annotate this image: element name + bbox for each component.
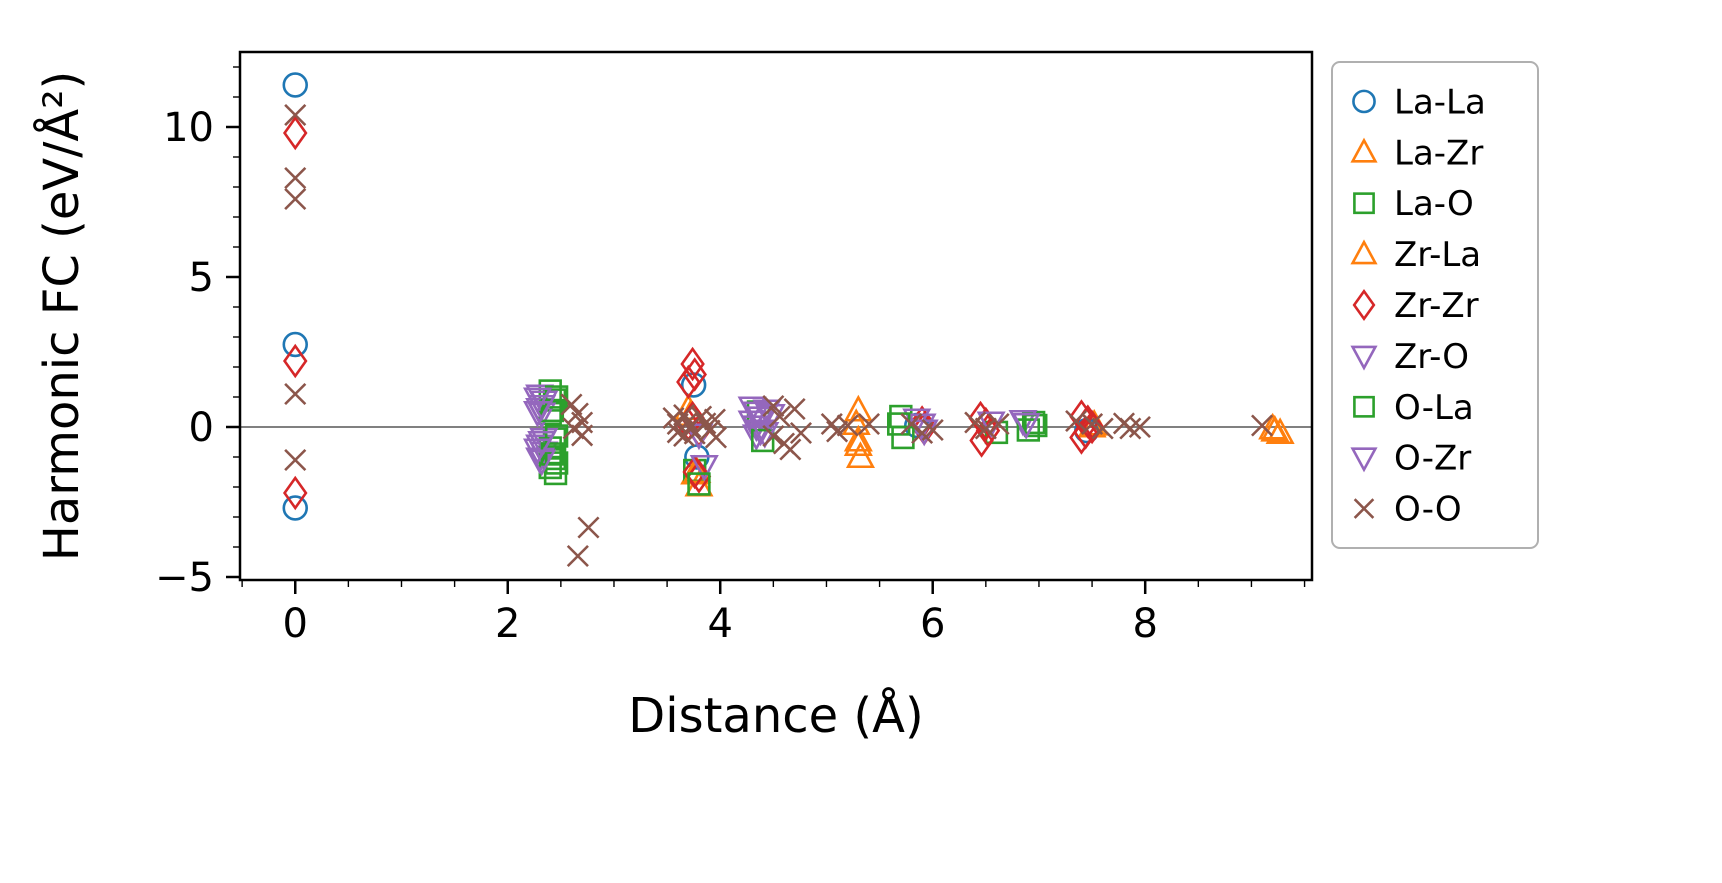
point-O-O [560, 393, 583, 416]
point-O-O [1128, 415, 1151, 439]
x-tick-label: 8 [1132, 601, 1157, 647]
point-Zr-Zr [1079, 409, 1105, 445]
point-O-O [284, 448, 307, 472]
point-O-O [284, 382, 307, 406]
point-O-O [571, 424, 594, 447]
plot-frame [238, 50, 1314, 582]
point-Zr-O [746, 419, 776, 447]
point-La-La [282, 331, 308, 358]
y-tick-label: 0 [189, 405, 214, 451]
point-O-O [836, 414, 859, 437]
y-tick-label: −5 [155, 555, 214, 601]
point-O-O [921, 418, 944, 442]
legend-marker-La-La [1352, 89, 1376, 114]
legend-label-La-O: La-O [1394, 184, 1474, 224]
x-tick-label: 4 [707, 601, 732, 647]
y-tick-label: 5 [189, 255, 214, 301]
point-O-O [577, 516, 600, 539]
point-Zr-Zr [1069, 399, 1094, 434]
point-O-Zr [1011, 412, 1041, 440]
point-O-La [1016, 418, 1041, 442]
point-O-O [826, 420, 849, 443]
point-La-La [282, 495, 308, 521]
point-O-O [566, 544, 589, 568]
point-O-O [284, 103, 307, 127]
point-O-O [1251, 414, 1274, 437]
point-O-O [1091, 417, 1114, 440]
legend-marker-O-Zr [1350, 447, 1378, 473]
point-O-La [891, 425, 915, 450]
point-O-O [762, 424, 785, 448]
point-Zr-Zr [282, 343, 308, 379]
point-O-O [987, 412, 1010, 436]
point-O-O [704, 426, 728, 449]
point-O-O [857, 412, 881, 436]
point-O-O [768, 405, 791, 428]
legend-marker-Zr-La [1350, 239, 1378, 265]
legend-label-Zr-O: Zr-O [1394, 337, 1469, 377]
point-O-O [690, 405, 713, 428]
legend-label-La-La: La-La [1394, 82, 1486, 122]
x-tick-label: 0 [283, 601, 308, 647]
point-La-Zr [843, 394, 873, 422]
point-La-Zr [1265, 417, 1295, 445]
legend-box [1331, 61, 1539, 549]
legend-marker-Zr-Zr [1352, 288, 1376, 322]
x-tick-label: 6 [920, 601, 945, 647]
legend-label-O-La: O-La [1394, 388, 1474, 428]
point-Zr-La [843, 429, 873, 457]
point-O-O [964, 411, 987, 434]
x-tick-label: 2 [495, 601, 520, 647]
point-Zr-Zr [680, 346, 705, 382]
point-La-La [282, 72, 308, 98]
point-O-O [779, 438, 802, 461]
point-O-La [687, 472, 711, 496]
point-Zr-Zr [686, 459, 712, 494]
legend-label-Zr-La: Zr-La [1394, 235, 1481, 275]
legend-marker-O-La [1353, 395, 1375, 418]
point-Zr-O [741, 415, 771, 443]
point-Zr-Zr [969, 423, 994, 458]
point-Zr-Zr [282, 115, 308, 151]
point-Zr-La [1260, 414, 1290, 442]
legend-label-O-O: O-O [1394, 490, 1462, 530]
legend-marker-La-O [1353, 192, 1375, 215]
point-Zr-Zr [1069, 420, 1094, 455]
point-O-O [783, 397, 806, 421]
point-O-La [887, 412, 911, 436]
legend-marker-La-Zr [1350, 137, 1378, 163]
legend-label-O-Zr: O-Zr [1394, 439, 1471, 479]
point-Zr-O [741, 424, 771, 452]
point-Zr-O [689, 454, 719, 482]
legend-label-Zr-Zr: Zr-Zr [1394, 286, 1479, 326]
point-O-Zr [522, 400, 553, 428]
point-O-O [789, 421, 813, 445]
point-O-La [751, 428, 775, 453]
point-Zr-Zr [676, 364, 701, 400]
point-O-O [284, 166, 307, 190]
y-axis-label: Harmonic FC (eV/Å²) [34, 70, 90, 562]
x-axis-label: Distance (Å) [628, 688, 924, 744]
y-tick-label: 10 [163, 105, 214, 151]
point-Zr-Zr [282, 475, 308, 511]
point-O-Zr [527, 449, 557, 477]
legend-marker-O-O [1353, 498, 1375, 519]
legend-label-La-Zr: La-Zr [1394, 133, 1483, 173]
point-O-O [284, 187, 307, 211]
point-O-O [1119, 417, 1142, 440]
point-O-O [673, 403, 696, 427]
point-O-O [703, 408, 726, 431]
legend-marker-Zr-O [1350, 345, 1378, 371]
point-O-O [762, 394, 785, 418]
point-O-O [974, 417, 997, 440]
